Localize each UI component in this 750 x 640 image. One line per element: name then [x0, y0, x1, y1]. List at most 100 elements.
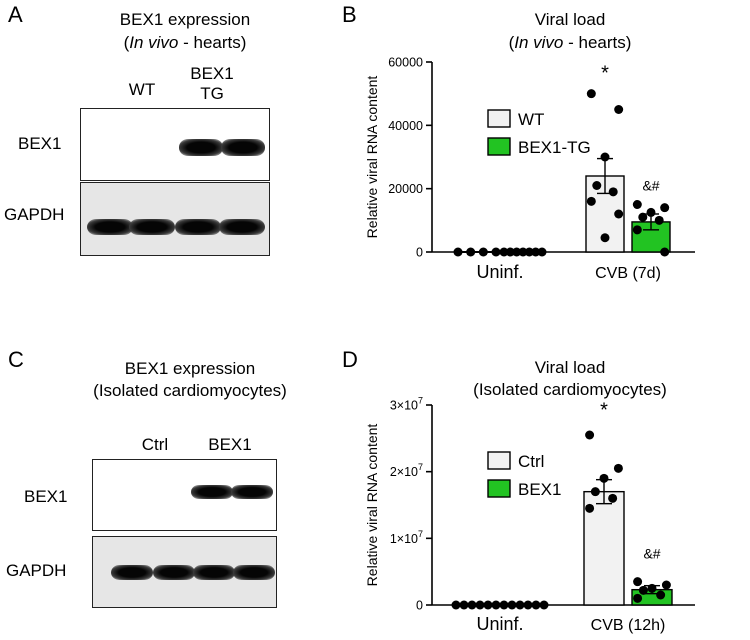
- row-label-gapdh-a: GAPDH: [4, 205, 65, 224]
- x-category-label: CVB (12h): [591, 617, 666, 634]
- y-tick-label: 20000: [388, 182, 423, 196]
- data-point: [453, 247, 463, 257]
- data-point: [660, 203, 670, 213]
- data-point: [491, 247, 501, 257]
- lane-label-bex1-tg-2: TG: [200, 84, 224, 103]
- panel-c-title-line2: (Isolated cardiomyocytes): [93, 381, 287, 400]
- data-point: [656, 590, 666, 600]
- band-c-gapdh-lane3: [193, 565, 235, 580]
- y-tick-label: 2×107: [390, 462, 423, 479]
- data-point: [531, 600, 541, 610]
- data-point: [633, 593, 643, 603]
- y-tick-label: 0: [416, 246, 423, 260]
- data-point: [600, 233, 610, 243]
- panel-c-title-line1: BEX1 expression: [124, 359, 256, 378]
- data-point: [599, 473, 609, 483]
- y-tick-label: 0: [416, 599, 423, 613]
- significance-marker: &#: [642, 177, 659, 193]
- data-point: [505, 247, 515, 257]
- legend-label: WT: [518, 110, 544, 129]
- lane-label-wt: WT: [128, 80, 156, 99]
- data-point: [638, 212, 648, 222]
- data-point: [451, 600, 461, 610]
- blot-c-gapdh: [92, 536, 277, 608]
- panel-letter-d: D: [342, 347, 358, 372]
- y-tick-label: 40000: [388, 119, 423, 133]
- band-a-gapdh-lane2: [129, 219, 175, 235]
- lane-label-bex1-c: BEX1: [208, 435, 252, 454]
- data-point: [467, 600, 477, 610]
- data-point: [638, 585, 648, 595]
- panel-a-title-line2: (In vivo - hearts): [95, 33, 275, 53]
- row-label-bex1-a: BEX1: [18, 134, 62, 153]
- panel-b-title-line2: (In vivo - hearts): [480, 33, 660, 53]
- data-point: [585, 430, 595, 440]
- panel-b-title-rest: - hearts): [563, 33, 632, 52]
- data-point: [614, 209, 624, 219]
- legend-swatch-wt: [487, 109, 511, 128]
- band-a-bex1-lane3: [179, 139, 223, 156]
- data-point: [646, 207, 656, 217]
- panel-b-title-open: (: [508, 33, 515, 52]
- data-point: [512, 247, 522, 257]
- data-point: [518, 247, 528, 257]
- data-point: [537, 247, 547, 257]
- panel-a-title-line1: BEX1 expression: [119, 10, 251, 29]
- legend-label: BEX1-TG: [518, 138, 591, 157]
- panel-a-title-rest: - hearts): [178, 33, 247, 52]
- band-c-bex1-lane3: [191, 485, 233, 499]
- data-point: [466, 247, 476, 257]
- data-point: [660, 247, 670, 257]
- band-c-gapdh-lane1: [111, 565, 153, 580]
- panel-a-title-open: (: [123, 33, 130, 52]
- panel-d-title-line2: (Isolated cardiomyocytes): [473, 380, 667, 399]
- data-point: [614, 105, 624, 114]
- data-point: [608, 187, 618, 197]
- panel-b-title-italic: In vivo: [514, 33, 564, 52]
- panel-letter-b: B: [342, 2, 357, 27]
- data-point: [632, 225, 642, 235]
- y-tick-label: 1×107: [390, 529, 423, 546]
- y-axis-label: Relative viral RNA content: [364, 424, 380, 587]
- data-point: [608, 493, 618, 503]
- blot-a-gapdh: [80, 182, 270, 256]
- row-label-bex1-c: BEX1: [24, 487, 68, 506]
- x-category-label: CVB (7d): [595, 265, 661, 282]
- data-point: [531, 247, 541, 257]
- data-point: [524, 247, 534, 257]
- data-point: [478, 247, 488, 257]
- panel-b-title-line1: Viral load: [534, 10, 606, 29]
- data-point: [475, 600, 485, 610]
- data-point: [661, 580, 671, 590]
- y-tick-label: 60000: [388, 56, 423, 70]
- significance-marker: *: [601, 63, 609, 85]
- panel-d-title-line1: Viral load: [534, 358, 606, 377]
- y-axis-label: Relative viral RNA content: [364, 76, 380, 239]
- data-point: [592, 181, 602, 190]
- data-point: [515, 600, 525, 610]
- panel-letter-c: C: [8, 347, 24, 372]
- data-point: [586, 89, 596, 99]
- data-point: [585, 503, 595, 513]
- blot-a-bex1: [80, 108, 270, 181]
- legend-swatch-ctrl: [487, 451, 511, 470]
- y-tick-exponent: 7: [418, 396, 423, 406]
- data-point: [586, 196, 596, 206]
- chart-d: Relative viral RNA content 0 1×107 2×107 3×1…: [364, 396, 695, 634]
- data-point: [499, 600, 509, 610]
- legend-swatch-bex1-tg: [487, 137, 511, 156]
- significance-marker: *: [600, 399, 608, 421]
- legend-label: Ctrl: [518, 452, 544, 471]
- data-point: [632, 200, 642, 209]
- band-c-gapdh-lane4: [233, 565, 275, 580]
- lane-label-bex1-tg-1: BEX1: [190, 64, 234, 83]
- x-category-label: Uninf.: [476, 614, 523, 634]
- y-tick-exponent: 7: [418, 529, 423, 539]
- data-point: [590, 487, 600, 497]
- data-point: [523, 600, 533, 610]
- data-point: [539, 600, 549, 610]
- blot-c-bex1: [92, 459, 277, 531]
- significance-marker: &#: [643, 545, 660, 561]
- band-a-gapdh-lane3: [175, 219, 221, 235]
- data-point: [483, 600, 493, 610]
